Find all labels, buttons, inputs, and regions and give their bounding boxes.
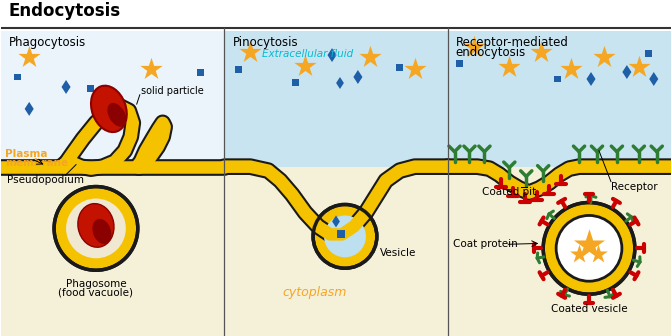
Bar <box>1 31 224 167</box>
Point <box>469 44 480 50</box>
Point <box>599 54 610 60</box>
Point <box>536 49 546 55</box>
Bar <box>337 230 345 238</box>
Circle shape <box>543 203 635 294</box>
Text: (food vacuole): (food vacuole) <box>58 287 134 297</box>
Bar <box>13 74 21 81</box>
Text: endocytosis: endocytosis <box>456 46 526 59</box>
Polygon shape <box>327 48 337 62</box>
Polygon shape <box>332 215 340 227</box>
Text: Vesicle: Vesicle <box>380 248 416 258</box>
Text: solid particle: solid particle <box>140 86 204 96</box>
Polygon shape <box>336 77 344 89</box>
Bar <box>448 31 671 167</box>
Bar <box>554 76 560 82</box>
Polygon shape <box>649 72 659 86</box>
Point <box>574 252 585 257</box>
Ellipse shape <box>78 204 114 247</box>
Text: Pseudopodium: Pseudopodium <box>7 175 84 184</box>
Text: Extracellular fluid: Extracellular fluid <box>262 49 353 59</box>
Point <box>300 64 310 69</box>
Point <box>504 65 515 70</box>
Point <box>245 49 256 55</box>
Circle shape <box>560 219 618 277</box>
Circle shape <box>324 215 366 257</box>
Text: Receptor: Receptor <box>611 181 658 192</box>
Circle shape <box>66 199 126 258</box>
Polygon shape <box>353 70 362 84</box>
Text: Endocytosis: Endocytosis <box>8 2 120 20</box>
Bar <box>1 1 671 31</box>
Text: Receptor-mediated: Receptor-mediated <box>456 36 569 49</box>
Ellipse shape <box>108 103 126 127</box>
Polygon shape <box>587 72 595 86</box>
Text: Phagocytosis: Phagocytosis <box>9 36 87 49</box>
Text: cytoplasm: cytoplasm <box>283 286 347 299</box>
Text: Coated pit: Coated pit <box>482 186 536 197</box>
Point <box>634 65 644 70</box>
Text: Coat protein: Coat protein <box>452 239 517 249</box>
Circle shape <box>54 186 138 270</box>
Point <box>409 66 420 72</box>
Text: Pinocytosis: Pinocytosis <box>233 36 298 49</box>
Point <box>364 54 375 60</box>
Circle shape <box>313 205 377 268</box>
Bar <box>197 69 204 76</box>
Ellipse shape <box>91 86 127 132</box>
Bar <box>456 59 463 67</box>
Text: membrane: membrane <box>5 158 69 168</box>
Bar <box>235 66 242 73</box>
Point <box>593 252 603 257</box>
Bar <box>645 50 653 56</box>
Bar <box>396 64 403 71</box>
Circle shape <box>556 215 622 281</box>
Text: Plasma: Plasma <box>5 149 48 159</box>
Point <box>566 66 577 72</box>
Point <box>145 66 156 72</box>
Polygon shape <box>622 65 632 79</box>
Point <box>24 54 34 60</box>
Text: Phagosome: Phagosome <box>66 279 126 289</box>
Polygon shape <box>25 102 34 116</box>
Bar <box>292 80 298 86</box>
Polygon shape <box>62 80 71 94</box>
Bar <box>87 85 95 92</box>
Bar <box>224 31 448 167</box>
Ellipse shape <box>92 219 112 244</box>
Text: Coated vesicle: Coated vesicle <box>551 304 628 314</box>
Point <box>584 243 595 248</box>
